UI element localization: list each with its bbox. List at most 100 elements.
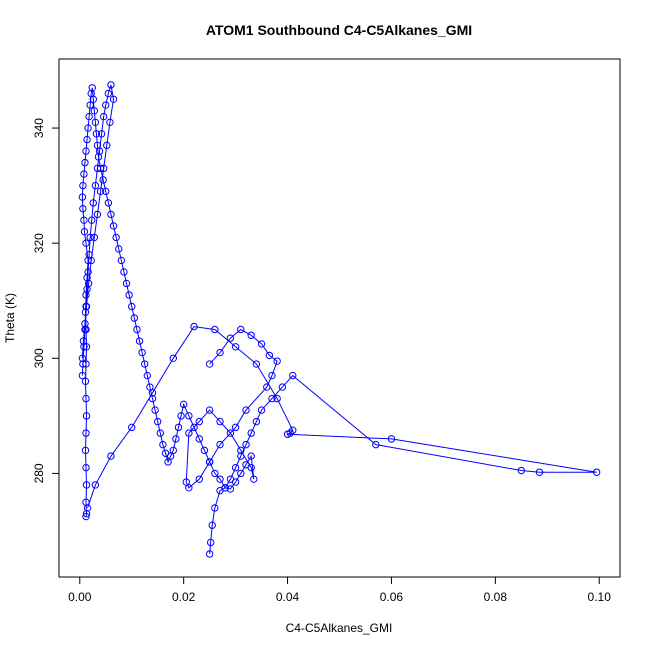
data-point bbox=[237, 469, 245, 478]
data-point bbox=[85, 112, 93, 121]
data-point bbox=[252, 360, 261, 368]
data-point bbox=[231, 423, 240, 432]
data-point bbox=[205, 360, 214, 368]
data-point bbox=[80, 343, 88, 351]
data-point bbox=[89, 95, 97, 103]
x-tick-label: 0.04 bbox=[276, 590, 300, 604]
x-tick-label: 0.06 bbox=[380, 590, 404, 604]
data-point bbox=[159, 440, 167, 449]
data-point bbox=[81, 377, 90, 386]
data-point bbox=[226, 334, 235, 342]
data-point bbox=[112, 233, 120, 242]
data-point bbox=[80, 170, 88, 178]
data-point bbox=[148, 389, 157, 397]
data-point bbox=[107, 81, 115, 89]
data-point bbox=[247, 331, 255, 339]
data-point bbox=[265, 351, 274, 360]
data-point bbox=[289, 371, 297, 380]
data-point bbox=[95, 147, 104, 155]
data-point bbox=[82, 412, 91, 420]
data-point bbox=[148, 394, 157, 403]
data-point bbox=[138, 348, 146, 357]
data-point bbox=[130, 314, 139, 322]
y-tick-label: 300 bbox=[32, 348, 46, 368]
x-tick-label: 0.00 bbox=[68, 590, 92, 604]
data-point bbox=[115, 245, 123, 253]
data-point bbox=[86, 233, 94, 242]
data-point bbox=[247, 463, 255, 472]
data-point bbox=[88, 84, 96, 92]
data-point bbox=[79, 181, 87, 190]
data-point bbox=[82, 481, 91, 489]
data-point bbox=[237, 325, 245, 334]
data-point bbox=[78, 354, 87, 362]
data-point bbox=[257, 406, 266, 414]
data-point bbox=[99, 176, 107, 184]
data-point bbox=[211, 325, 219, 334]
y-tick-label: 340 bbox=[32, 118, 46, 138]
data-point bbox=[205, 406, 214, 414]
data-point bbox=[128, 302, 136, 311]
data-point bbox=[195, 435, 203, 443]
data-point bbox=[81, 446, 90, 455]
data-point bbox=[535, 468, 544, 476]
data-point bbox=[372, 440, 380, 449]
data-point bbox=[247, 429, 255, 437]
data-point bbox=[177, 412, 185, 420]
data-point bbox=[273, 357, 281, 365]
data-point bbox=[91, 481, 100, 489]
data-point bbox=[172, 435, 180, 443]
data-point bbox=[289, 426, 297, 434]
data-point bbox=[102, 187, 110, 196]
data-point bbox=[88, 216, 96, 224]
data-point bbox=[195, 417, 203, 426]
data-point bbox=[143, 371, 152, 380]
data-point bbox=[81, 325, 89, 334]
data-point bbox=[89, 199, 97, 207]
chart-title: ATOM1 Southbound C4-C5Alkanes_GMI bbox=[206, 22, 472, 38]
data-point bbox=[387, 435, 396, 443]
data-point bbox=[128, 423, 136, 432]
data-point bbox=[104, 199, 113, 207]
data-point bbox=[141, 360, 149, 368]
data-point bbox=[257, 340, 266, 348]
data-point bbox=[185, 484, 193, 492]
data-point bbox=[273, 394, 281, 403]
data-point bbox=[82, 394, 90, 403]
data-point bbox=[122, 279, 131, 288]
data-point bbox=[80, 216, 88, 224]
data-point bbox=[185, 429, 193, 437]
data-point bbox=[169, 354, 177, 362]
data-point bbox=[231, 478, 240, 486]
data-point bbox=[156, 429, 164, 437]
data-point bbox=[90, 107, 99, 115]
data-point bbox=[221, 484, 229, 492]
data-point bbox=[82, 463, 90, 472]
data-point bbox=[216, 475, 224, 483]
data-point bbox=[135, 337, 144, 345]
y-axis-label: Theta (K) bbox=[3, 293, 17, 343]
series-line bbox=[185, 328, 278, 555]
data-point bbox=[120, 268, 128, 276]
data-point bbox=[205, 550, 214, 558]
data-point bbox=[104, 89, 113, 98]
data-point bbox=[82, 302, 91, 311]
data-point bbox=[82, 429, 90, 437]
data-point bbox=[125, 291, 133, 299]
x-axis-label: C4-C5Alkanes_GMI bbox=[286, 621, 393, 635]
data-point bbox=[81, 158, 89, 167]
data-series bbox=[78, 81, 118, 380]
x-tick-label: 0.08 bbox=[484, 590, 508, 604]
data-point bbox=[91, 181, 100, 190]
data-point bbox=[237, 446, 245, 455]
data-point bbox=[82, 509, 91, 518]
data-point bbox=[133, 325, 141, 334]
data-point bbox=[216, 348, 224, 357]
data-point bbox=[185, 412, 193, 420]
data-point bbox=[216, 440, 224, 449]
data-point bbox=[268, 394, 276, 403]
series-layer bbox=[78, 81, 601, 558]
data-point bbox=[205, 458, 214, 466]
